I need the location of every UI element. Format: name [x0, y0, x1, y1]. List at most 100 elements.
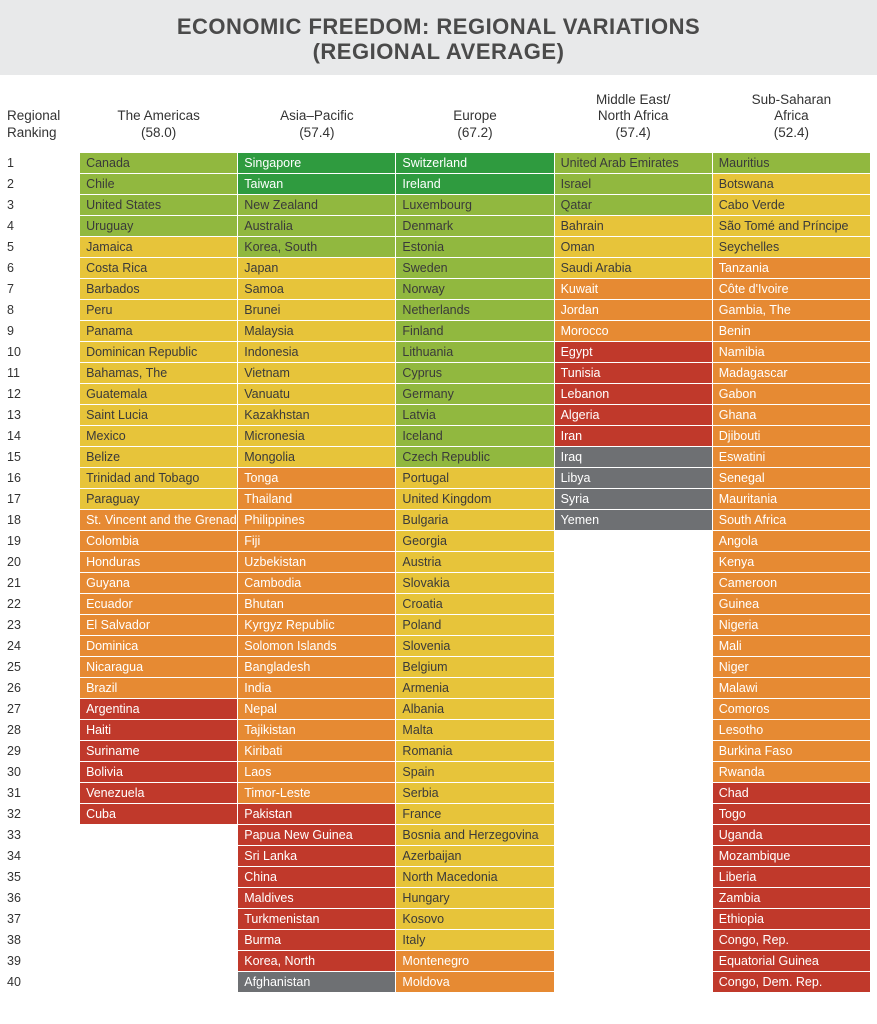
rank-cell: 40: [7, 972, 79, 992]
country-cell: Colombia: [80, 531, 237, 551]
table-body: 1CanadaSingaporeSwitzerlandUnited Arab E…: [7, 153, 870, 992]
table-row: 20HondurasUzbekistanAustriaKenya: [7, 552, 870, 572]
rank-cell: 35: [7, 867, 79, 887]
country-cell: Bahamas, The: [80, 363, 237, 383]
country-cell: United Arab Emirates: [555, 153, 712, 173]
empty-cell: [555, 615, 712, 635]
empty-cell: [80, 846, 237, 866]
country-cell: Mali: [713, 636, 870, 656]
table-row: 7BarbadosSamoaNorwayKuwaitCôte d'Ivoire: [7, 279, 870, 299]
country-cell: Panama: [80, 321, 237, 341]
table-container: RegionalRanking The Americas(58.0)Asia–P…: [0, 75, 877, 1004]
empty-cell: [555, 552, 712, 572]
country-cell: Botswana: [713, 174, 870, 194]
table-row: 14MexicoMicronesiaIcelandIranDjibouti: [7, 426, 870, 446]
table-row: 5JamaicaKorea, SouthEstoniaOmanSeychelle…: [7, 237, 870, 257]
country-cell: Seychelles: [713, 237, 870, 257]
rank-cell: 18: [7, 510, 79, 530]
country-cell: Algeria: [555, 405, 712, 425]
country-cell: Malaysia: [238, 321, 395, 341]
rank-cell: 28: [7, 720, 79, 740]
region-header: Asia–Pacific(57.4): [238, 76, 395, 153]
country-cell: Lesotho: [713, 720, 870, 740]
country-cell: Israel: [555, 174, 712, 194]
country-cell: Papua New Guinea: [238, 825, 395, 845]
country-cell: Rwanda: [713, 762, 870, 782]
country-cell: Korea, South: [238, 237, 395, 257]
rank-cell: 2: [7, 174, 79, 194]
country-cell: Czech Republic: [396, 447, 553, 467]
country-cell: Laos: [238, 762, 395, 782]
table-row: 18St. Vincent and the GrenadinesPhilippi…: [7, 510, 870, 530]
country-cell: Ireland: [396, 174, 553, 194]
country-cell: Venezuela: [80, 783, 237, 803]
country-cell: Gabon: [713, 384, 870, 404]
country-cell: Spain: [396, 762, 553, 782]
country-cell: Tajikistan: [238, 720, 395, 740]
country-cell: Pakistan: [238, 804, 395, 824]
table-row: 25NicaraguaBangladeshBelgiumNiger: [7, 657, 870, 677]
table-row: 23El SalvadorKyrgyz RepublicPolandNigeri…: [7, 615, 870, 635]
table-row: 12GuatemalaVanuatuGermanyLebanonGabon: [7, 384, 870, 404]
rank-cell: 19: [7, 531, 79, 551]
country-cell: Kenya: [713, 552, 870, 572]
table-row: 10Dominican RepublicIndonesiaLithuaniaEg…: [7, 342, 870, 362]
rank-cell: 8: [7, 300, 79, 320]
country-cell: Mongolia: [238, 447, 395, 467]
country-cell: Slovenia: [396, 636, 553, 656]
country-cell: St. Vincent and the Grenadines: [80, 510, 237, 530]
country-cell: Madagascar: [713, 363, 870, 383]
country-cell: Mauritius: [713, 153, 870, 173]
empty-cell: [80, 867, 237, 887]
country-cell: Bolivia: [80, 762, 237, 782]
country-cell: Mozambique: [713, 846, 870, 866]
country-cell: Thailand: [238, 489, 395, 509]
country-cell: Trinidad and Tobago: [80, 468, 237, 488]
country-cell: Japan: [238, 258, 395, 278]
table-row: 16Trinidad and TobagoTongaPortugalLibyaS…: [7, 468, 870, 488]
country-cell: Kosovo: [396, 909, 553, 929]
country-cell: Brunei: [238, 300, 395, 320]
country-cell: Bhutan: [238, 594, 395, 614]
regional-table: RegionalRanking The Americas(58.0)Asia–P…: [6, 75, 871, 994]
country-cell: Equatorial Guinea: [713, 951, 870, 971]
country-cell: Slovakia: [396, 573, 553, 593]
country-cell: Italy: [396, 930, 553, 950]
country-cell: Morocco: [555, 321, 712, 341]
country-cell: Guinea: [713, 594, 870, 614]
country-cell: Nicaragua: [80, 657, 237, 677]
country-cell: El Salvador: [80, 615, 237, 635]
country-cell: Guyana: [80, 573, 237, 593]
empty-cell: [555, 678, 712, 698]
country-cell: Luxembourg: [396, 195, 553, 215]
country-cell: Tonga: [238, 468, 395, 488]
empty-cell: [555, 867, 712, 887]
country-cell: Saint Lucia: [80, 405, 237, 425]
country-cell: Iraq: [555, 447, 712, 467]
page-header: ECONOMIC FREEDOM: REGIONAL VARIATIONS (R…: [0, 0, 877, 75]
country-cell: Togo: [713, 804, 870, 824]
empty-cell: [555, 699, 712, 719]
country-cell: China: [238, 867, 395, 887]
country-cell: India: [238, 678, 395, 698]
rank-cell: 33: [7, 825, 79, 845]
rank-cell: 24: [7, 636, 79, 656]
country-cell: Djibouti: [713, 426, 870, 446]
country-cell: Romania: [396, 741, 553, 761]
country-cell: Azerbaijan: [396, 846, 553, 866]
country-cell: Burkina Faso: [713, 741, 870, 761]
country-cell: Namibia: [713, 342, 870, 362]
country-cell: Armenia: [396, 678, 553, 698]
rank-cell: 39: [7, 951, 79, 971]
rank-cell: 37: [7, 909, 79, 929]
country-cell: Côte d'Ivoire: [713, 279, 870, 299]
table-row: 28HaitiTajikistanMaltaLesotho: [7, 720, 870, 740]
table-row: 32CubaPakistanFranceTogo: [7, 804, 870, 824]
country-cell: Georgia: [396, 531, 553, 551]
table-row: 27ArgentinaNepalAlbaniaComoros: [7, 699, 870, 719]
rank-header: RegionalRanking: [7, 76, 79, 153]
country-cell: Honduras: [80, 552, 237, 572]
country-cell: Moldova: [396, 972, 553, 992]
country-cell: Suriname: [80, 741, 237, 761]
rank-cell: 36: [7, 888, 79, 908]
